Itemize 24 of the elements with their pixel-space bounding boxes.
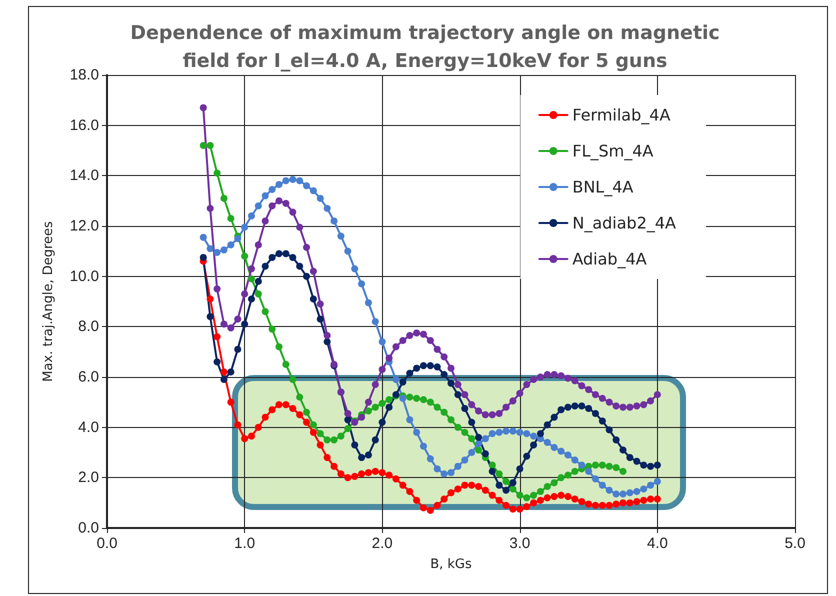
legend-label: Fermilab_4A (572, 106, 670, 124)
legend-label: N_adiab2_4A (572, 214, 676, 232)
y-tick-label: 6.0 (78, 368, 99, 386)
chart-title: Dependence of maximum trajectory angle on magnetic field for I_el=4.0 A, Energy=10keV for 5 guns (130, 22, 720, 72)
y-tick-label: 10.0 (70, 268, 99, 285)
y-tick-label: 14.0 (70, 167, 99, 184)
x-tick-label: 4.0 (646, 535, 668, 552)
y-tick-label: 0.0 (78, 520, 99, 536)
y-axis-title: Max. traj.Angle, Degrees (41, 220, 56, 382)
y-tick-label: 2.0 (78, 469, 99, 486)
x-axis-title: B, kGs (430, 557, 472, 572)
x-tick-label: 3.0 (509, 535, 530, 552)
x-tick-label: 1.0 (234, 535, 256, 552)
x-tick-label: 0.0 (96, 535, 118, 552)
y-tick-label: 8.0 (78, 318, 99, 336)
y-tick-label: 12.0 (70, 218, 99, 234)
y-tick-label: 18.0 (70, 66, 99, 84)
y-tick-label: 4.0 (78, 418, 99, 436)
y-tick-label: 16.0 (70, 116, 99, 134)
legend-label: FL_Sm_4A (572, 142, 654, 160)
legend-label: Adiab_4A (572, 250, 647, 268)
x-tick-label: 5.0 (784, 535, 806, 552)
legend-label: BNL_4A (572, 178, 634, 196)
x-tick-label: 2.0 (372, 535, 393, 552)
